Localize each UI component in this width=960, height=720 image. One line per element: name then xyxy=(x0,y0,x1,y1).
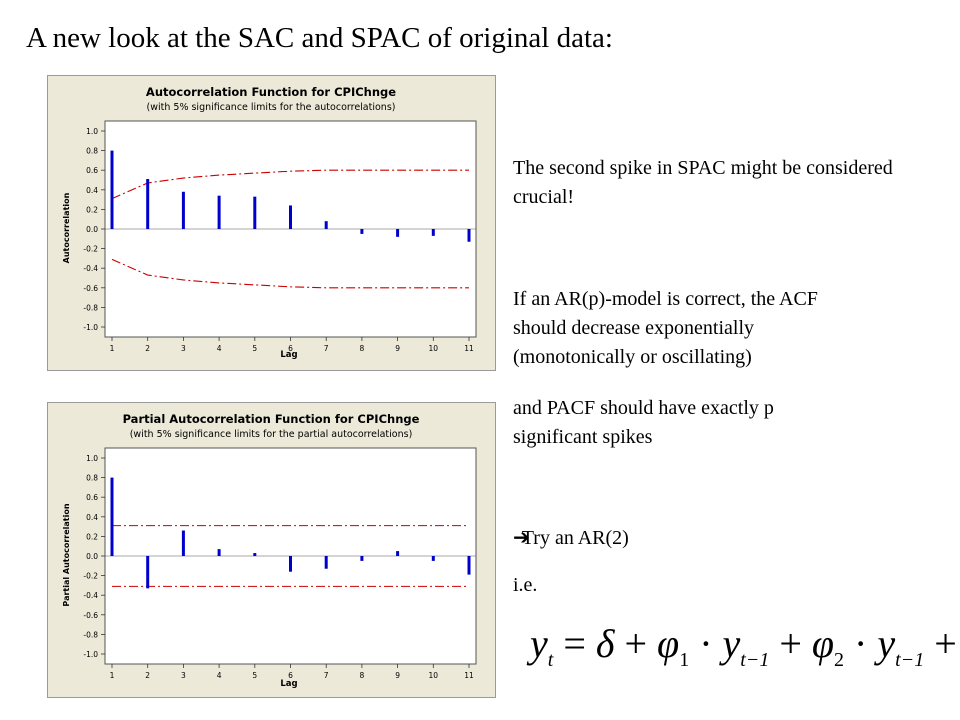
paragraph-pacf-line-1: and PACF should have exactly p xyxy=(513,397,774,419)
pacf-x-tick-label: 2 xyxy=(145,671,150,680)
acf-y-tick-label: 0.0 xyxy=(86,225,98,234)
acf-y-tick-label: -0.6 xyxy=(83,284,98,293)
acf-x-tick-label: 8 xyxy=(360,344,365,353)
acf-bar-lag-2 xyxy=(146,179,150,229)
conclusion-line: ➔Try an AR(2) xyxy=(513,523,629,553)
pacf-bar-lag-11 xyxy=(467,556,471,575)
acf-y-tick-label: 0.2 xyxy=(86,205,98,214)
acf-lower-limit-line xyxy=(111,258,469,289)
ar2-equation: yt = δ + φ1 · yt−1 + φ2 · yt−1 + at xyxy=(530,621,957,671)
acf-x-tick-label: 5 xyxy=(252,344,257,353)
pacf-x-axis-label: Lag xyxy=(280,679,297,689)
acf-x-tick-label: 3 xyxy=(181,344,186,353)
acf-y-tick-label: 0.4 xyxy=(86,186,98,195)
slide-title: A new look at the SAC and SPAC of origin… xyxy=(26,22,613,54)
acf-bar-lag-8 xyxy=(360,229,364,234)
acf-x-tick-label: 2 xyxy=(145,344,150,353)
pacf-bar-lag-8 xyxy=(360,556,364,561)
pacf-y-tick-label: 1.0 xyxy=(86,454,98,463)
acf-bar-lag-9 xyxy=(396,229,400,237)
pacf-y-tick-label: 0.6 xyxy=(86,493,98,502)
pacf-y-tick-label: 0.2 xyxy=(86,532,98,541)
pacf-y-tick-label: -0.8 xyxy=(83,630,98,639)
pacf-x-tick-label: 10 xyxy=(429,671,439,680)
acf-y-axis-label: Autocorrelation xyxy=(62,192,71,263)
pacf-bar-lag-9 xyxy=(396,551,400,556)
acf-y-tick-label: 0.6 xyxy=(86,166,98,175)
paragraph-ar-line-3: (monotonically or oscillating) xyxy=(513,346,752,368)
pacf-plot-area: 1.0 0.8 0.6 0.4 0.2 0.0 -0.2 -0.4 -0.6 -0.8 -1.0 1 2… xyxy=(83,447,477,680)
pacf-y-tick-label: -0.4 xyxy=(83,591,98,600)
pacf-chart-title: Partial Autocorrelation Function for CPI… xyxy=(123,412,420,426)
ie-label: i.e. xyxy=(513,574,538,596)
pacf-bar-lag-5 xyxy=(253,553,257,556)
acf-chart: Autocorrelation Function for CPIChnge (w… xyxy=(47,75,496,371)
pacf-bar-lag-10 xyxy=(431,556,435,561)
acf-bar-lag-3 xyxy=(181,191,185,229)
pacf-x-tick-label: 4 xyxy=(217,671,222,680)
acf-x-tick-label: 1 xyxy=(110,344,115,353)
pacf-y-tick-label: 0.8 xyxy=(86,474,98,483)
pacf-y-tick-label: 0.4 xyxy=(86,513,98,522)
pacf-x-tick-label: 8 xyxy=(360,671,365,680)
pacf-y-tick-label: -0.6 xyxy=(83,611,98,620)
pacf-y-tick-label: -0.2 xyxy=(83,572,98,581)
paragraph-second-spike-text: The second spike in SPAC might be consid… xyxy=(513,157,893,208)
acf-x-tick-label: 4 xyxy=(217,344,222,353)
acf-y-tick-label: -1.0 xyxy=(83,323,98,332)
pacf-bar-lag-7 xyxy=(324,556,328,569)
paragraph-ar-line-2: should decrease exponentially xyxy=(513,317,755,339)
pacf-bar-lag-6 xyxy=(289,556,292,572)
acf-y-tick-label: -0.2 xyxy=(83,245,98,254)
pacf-x-tick-label: 1 xyxy=(110,671,115,680)
acf-chart-title: Autocorrelation Function for CPIChnge xyxy=(146,85,396,99)
pacf-bar-lag-3 xyxy=(181,530,185,556)
pacf-x-tick-label: 9 xyxy=(395,671,400,680)
pacf-x-tick-label: 7 xyxy=(324,671,329,680)
acf-x-tick-label: 10 xyxy=(429,344,439,353)
acf-y-tick-label: 0.8 xyxy=(86,147,98,156)
paragraph-pacf: and PACF should have exactly p significa… xyxy=(513,394,943,452)
conclusion-text: Try an AR(2) xyxy=(521,527,629,549)
right-arrow-icon: ➔ xyxy=(513,525,530,549)
acf-bar-lag-6 xyxy=(289,205,292,229)
acf-upper-limit-line xyxy=(111,169,469,200)
acf-x-tick-label: 11 xyxy=(464,344,474,353)
acf-bar-lag-7 xyxy=(324,221,328,229)
pacf-y-axis-label: Partial Autocorrelation xyxy=(62,503,71,606)
acf-bar-lag-11 xyxy=(467,229,471,242)
acf-x-axis-label: Lag xyxy=(280,350,297,360)
paragraph-pacf-line-2: significant spikes xyxy=(513,426,653,448)
pacf-chart-svg: Partial Autocorrelation Function for CPI… xyxy=(62,412,477,689)
pacf-bar-lag-2 xyxy=(146,556,150,589)
acf-bar-lag-1 xyxy=(110,150,114,229)
acf-bar-lag-4 xyxy=(217,195,221,229)
acf-x-tick-label: 9 xyxy=(395,344,400,353)
paragraph-ar-line-1: If an AR(p)-model is correct, the ACF xyxy=(513,288,818,310)
pacf-x-tick-label: 11 xyxy=(464,671,474,680)
pacf-y-tick-label: -1.0 xyxy=(83,650,98,659)
pacf-bar-lag-4 xyxy=(217,549,221,556)
acf-bar-lag-5 xyxy=(253,196,257,229)
acf-y-tick-label: -0.8 xyxy=(83,303,98,312)
pacf-chart: Partial Autocorrelation Function for CPI… xyxy=(47,402,496,698)
pacf-x-tick-label: 6 xyxy=(288,671,293,680)
acf-plot-area: 1.0 0.8 0.6 0.4 0.2 0.0 -0.2 -0.4 -0.6 -0.8 -1.0 1 2… xyxy=(83,120,477,353)
acf-x-tick-label: 7 xyxy=(324,344,329,353)
pacf-y-tick-label: 0.0 xyxy=(86,552,98,561)
acf-chart-subtitle: (with 5% significance limits for the aut… xyxy=(147,102,396,113)
pacf-bar-lag-1 xyxy=(110,477,114,556)
paragraph-ar-model: If an AR(p)-model is correct, the ACF sh… xyxy=(513,285,943,372)
acf-x-tick-label: 6 xyxy=(288,344,293,353)
pacf-x-tick-label: 5 xyxy=(252,671,257,680)
paragraph-second-spike: The second spike in SPAC might be consid… xyxy=(513,154,933,212)
pacf-x-tick-label: 3 xyxy=(181,671,186,680)
acf-bar-lag-10 xyxy=(431,229,435,236)
acf-y-tick-label: -0.4 xyxy=(83,264,98,273)
acf-chart-svg: Autocorrelation Function for CPIChnge (w… xyxy=(62,85,477,360)
acf-y-tick-label: 1.0 xyxy=(86,127,98,136)
pacf-chart-subtitle: (with 5% significance limits for the par… xyxy=(130,429,413,440)
